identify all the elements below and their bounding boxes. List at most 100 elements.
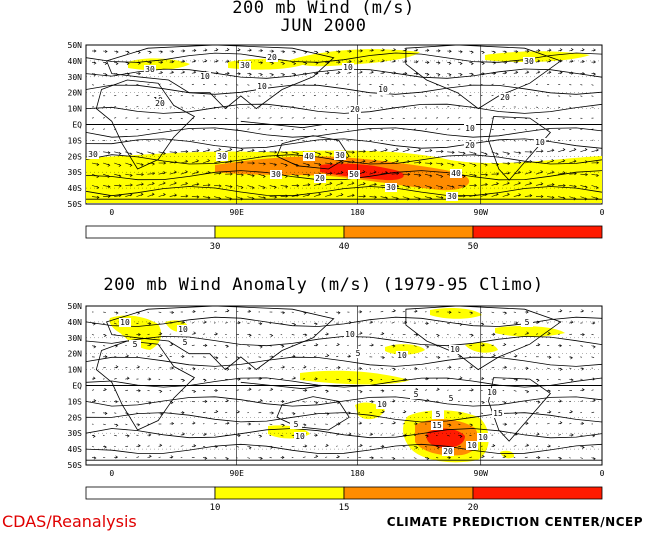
wind-vector bbox=[214, 172, 222, 175]
wind-vector-head bbox=[471, 333, 474, 337]
wind-vector-head bbox=[474, 193, 477, 197]
wind-vector-head bbox=[229, 185, 233, 189]
wind-vector bbox=[214, 185, 222, 187]
contour-label: 20 bbox=[500, 93, 510, 102]
wind-vector-head bbox=[403, 410, 407, 414]
wind-vector-head bbox=[193, 309, 196, 314]
wind-vector-head bbox=[326, 332, 329, 336]
wind-vector bbox=[569, 423, 572, 425]
wind-vector-head bbox=[163, 181, 166, 185]
wind-vector-head bbox=[593, 457, 596, 461]
wind-vector-head bbox=[329, 162, 333, 166]
contour-label-bg bbox=[499, 93, 511, 102]
wind-vector bbox=[158, 140, 161, 142]
wind-vector-head bbox=[204, 59, 208, 63]
wind-vector-head bbox=[104, 387, 107, 392]
contour-label-bg bbox=[119, 318, 131, 327]
contour-label: 30 bbox=[145, 65, 155, 74]
contour-line bbox=[85, 316, 603, 327]
contour-label-bg bbox=[344, 330, 356, 339]
bottom-contours bbox=[85, 316, 603, 454]
wind-vector-head bbox=[359, 331, 363, 335]
contour-label-bg bbox=[464, 141, 476, 150]
wind-vector bbox=[225, 185, 233, 188]
wind-vector bbox=[158, 83, 161, 85]
wind-vector bbox=[391, 117, 394, 119]
wind-vector bbox=[291, 151, 299, 154]
wind-vector bbox=[258, 162, 266, 165]
wind-vector-head bbox=[238, 377, 241, 381]
wind-vector-head bbox=[449, 49, 452, 53]
wind-vector-head bbox=[237, 356, 240, 360]
wind-vector bbox=[591, 389, 594, 391]
wind-vector bbox=[535, 183, 543, 186]
wind-vector-head bbox=[196, 170, 200, 174]
wind-vector bbox=[347, 445, 350, 447]
wind-vector bbox=[469, 194, 477, 197]
wind-vector bbox=[147, 311, 150, 313]
wind-vector-head bbox=[351, 181, 355, 185]
contour-label: 30 bbox=[524, 57, 534, 66]
wind-vector bbox=[580, 356, 582, 358]
lon-tick-label: 0 bbox=[600, 208, 605, 217]
wind-vector bbox=[535, 390, 539, 392]
wind-vector bbox=[302, 378, 305, 380]
wind-vector-head bbox=[193, 389, 197, 394]
wind-vector-head bbox=[352, 150, 355, 154]
wind-vector bbox=[436, 162, 444, 165]
wind-vector bbox=[524, 129, 527, 131]
contour-label: 10 bbox=[478, 433, 488, 442]
wind-vector-head bbox=[170, 401, 174, 405]
wind-vector bbox=[280, 128, 283, 130]
wind-vector-head bbox=[562, 196, 566, 200]
wind-vector-head bbox=[371, 400, 374, 404]
wind-vector bbox=[125, 194, 133, 197]
wind-vector bbox=[558, 106, 561, 108]
wind-vector-head bbox=[459, 354, 463, 359]
wind-vector bbox=[491, 423, 495, 425]
wind-vector bbox=[491, 162, 499, 165]
wind-vector bbox=[325, 83, 328, 85]
wind-vector bbox=[369, 184, 377, 186]
wind-vector-head bbox=[596, 161, 600, 165]
wind-vector bbox=[236, 185, 244, 188]
wind-vector-head bbox=[282, 311, 286, 315]
wind-vector-head bbox=[171, 49, 175, 54]
wind-vector bbox=[191, 378, 194, 381]
wind-vector-head bbox=[426, 60, 430, 64]
contour-label-bg bbox=[442, 447, 454, 456]
wind-vector-head bbox=[548, 48, 552, 52]
wind-vector-head bbox=[348, 378, 352, 382]
wind-vector-head bbox=[260, 73, 263, 77]
colorbar-label: 40 bbox=[339, 242, 350, 252]
wind-vector-head bbox=[437, 73, 441, 77]
wind-vector bbox=[502, 445, 505, 447]
wind-vector bbox=[469, 117, 472, 119]
wind-vector-head bbox=[240, 185, 244, 190]
wind-vector-head bbox=[559, 59, 563, 63]
wind-vector-head bbox=[315, 343, 319, 347]
wind-vector bbox=[102, 434, 105, 436]
wind-vector-head bbox=[149, 401, 152, 405]
wind-vector bbox=[213, 106, 217, 108]
wind-vector bbox=[491, 83, 494, 85]
contour-line bbox=[85, 127, 603, 138]
wind-vector-head bbox=[126, 376, 130, 380]
wind-vector bbox=[136, 162, 144, 166]
wind-vector bbox=[391, 356, 394, 358]
wind-vector bbox=[513, 194, 521, 197]
wind-vector bbox=[202, 423, 205, 425]
wind-vector bbox=[280, 434, 284, 437]
wind-vector-head bbox=[159, 443, 163, 447]
wind-vector bbox=[413, 345, 417, 347]
wind-vector bbox=[236, 106, 239, 108]
wind-vector-head bbox=[118, 163, 122, 167]
wind-vector-head bbox=[338, 60, 341, 64]
colorbar-label: 10 bbox=[210, 503, 221, 513]
wind-vector-head bbox=[426, 72, 430, 76]
wind-vector-head bbox=[171, 421, 175, 426]
wind-vector-head bbox=[160, 50, 164, 54]
wind-vector-head bbox=[152, 171, 156, 176]
contour-label-bg bbox=[342, 63, 354, 72]
wind-vector bbox=[480, 94, 483, 97]
